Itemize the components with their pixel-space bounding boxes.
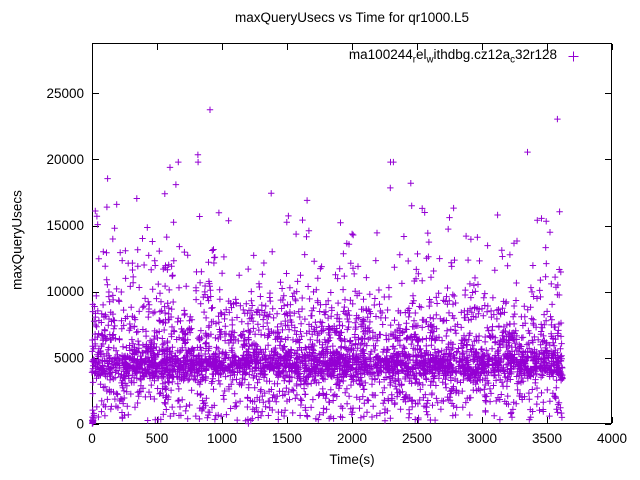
y-axis-label: maxQueryUsecs bbox=[9, 190, 25, 290]
y-tick-label: 15000 bbox=[46, 218, 84, 233]
y-tick-label: 0 bbox=[76, 417, 84, 432]
x-tick-label: 2000 bbox=[337, 431, 367, 446]
plot-title: maxQueryUsecs vs Time for qr1000.L5 bbox=[234, 10, 470, 25]
x-tick-label: 1000 bbox=[207, 431, 237, 446]
legend-text-segment: el bbox=[415, 47, 427, 63]
legend-text-segment: 32r128 bbox=[514, 47, 557, 63]
y-tick-label: 10000 bbox=[46, 284, 84, 299]
x-tick-label: 500 bbox=[146, 431, 169, 446]
legend-subscript: r bbox=[412, 54, 416, 66]
legend-text-segment: ithdbg.cz12a bbox=[433, 47, 511, 63]
x-tick-label: 4000 bbox=[597, 431, 627, 446]
legend-text-segment: ma100244 bbox=[348, 47, 413, 63]
y-tick-label: 25000 bbox=[46, 86, 84, 101]
x-tick-label: 2500 bbox=[402, 431, 432, 446]
x-tick-label: 3500 bbox=[532, 431, 562, 446]
x-tick-label: 0 bbox=[88, 431, 96, 446]
y-tick-label: 5000 bbox=[54, 350, 84, 365]
x-axis-label: Time(s) bbox=[329, 452, 375, 467]
x-tick-label: 1500 bbox=[272, 431, 302, 446]
legend-subscript: w bbox=[426, 54, 434, 66]
x-tick-label: 3000 bbox=[467, 431, 497, 446]
legend: ma100244relwithdbg.cz12ac32r128 bbox=[349, 47, 580, 66]
legend-subscript: c bbox=[510, 54, 515, 66]
plus-marker-icon bbox=[568, 51, 579, 62]
plot-border bbox=[92, 43, 612, 424]
scatter-points bbox=[88, 106, 566, 427]
y-tick-label: 20000 bbox=[46, 152, 84, 167]
legend-series-label: ma100244relwithdbg.cz12ac32r128 bbox=[349, 47, 557, 65]
